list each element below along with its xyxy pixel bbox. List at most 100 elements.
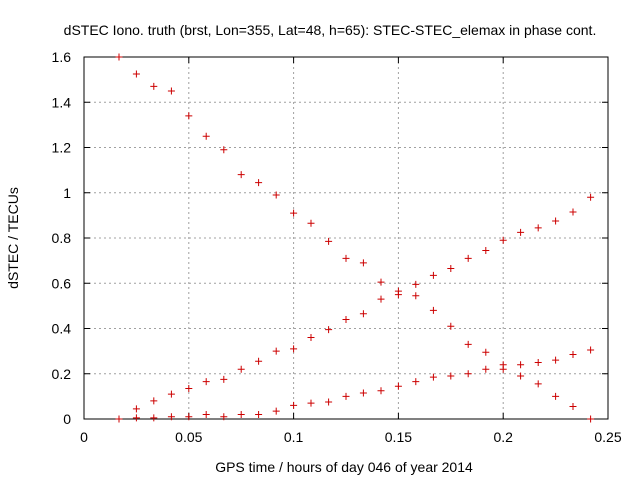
data-point-3	[359, 389, 367, 397]
data-point-1	[447, 322, 455, 330]
x-tick-label: 0.1	[284, 429, 304, 445]
data-point-1	[220, 146, 228, 154]
data-point-2	[202, 378, 210, 386]
data-point-3	[255, 410, 263, 418]
data-point-3	[499, 365, 507, 373]
y-tick-label: 0.2	[52, 366, 72, 382]
data-point-3	[534, 358, 542, 366]
data-point-2	[220, 375, 228, 383]
x-tick-label: 0.25	[594, 429, 621, 445]
y-axis: 0 0.2 0.4 0.6 0.8 1 1.2 1.4 1.6	[52, 49, 608, 427]
data-point-2	[447, 265, 455, 273]
data-point-1	[587, 415, 595, 423]
data-point-2	[377, 295, 385, 303]
data-point-2	[167, 390, 175, 398]
x-tick-label: 0	[80, 429, 88, 445]
data-point-1	[377, 278, 385, 286]
data-point-2	[237, 365, 245, 373]
data-points	[115, 53, 595, 423]
data-point-3	[167, 413, 175, 421]
y-tick-label: 0.4	[52, 321, 72, 337]
y-tick-label: 0	[63, 411, 71, 427]
data-point-3	[587, 346, 595, 354]
data-point-2	[150, 397, 158, 405]
grid	[84, 57, 608, 419]
data-point-3	[569, 351, 577, 359]
data-point-1	[272, 191, 280, 199]
data-point-2	[429, 271, 437, 279]
x-tick-label: 0.05	[175, 429, 202, 445]
data-point-2	[394, 291, 402, 299]
data-point-1	[237, 171, 245, 179]
x-tick-label: 0.2	[493, 429, 513, 445]
data-point-1	[185, 112, 193, 120]
data-point-2	[272, 347, 280, 355]
data-point-1	[290, 209, 298, 217]
y-tick-label: 1.4	[52, 94, 72, 110]
data-point-2	[307, 334, 315, 342]
x-axis: 0 0.05 0.1 0.15 0.2 0.25	[80, 57, 622, 445]
data-point-3	[132, 414, 140, 422]
data-point-3	[290, 401, 298, 409]
data-point-3	[447, 372, 455, 380]
data-point-3	[220, 413, 228, 421]
data-point-3	[272, 407, 280, 415]
data-point-1	[132, 70, 140, 78]
data-point-1	[412, 292, 420, 300]
data-point-2	[534, 224, 542, 232]
data-point-2	[552, 217, 560, 225]
data-point-1	[150, 82, 158, 90]
y-tick-label: 0.8	[52, 230, 72, 246]
data-point-2	[499, 236, 507, 244]
data-point-3	[394, 382, 402, 390]
data-point-3	[325, 398, 333, 406]
data-point-1	[359, 259, 367, 267]
data-point-3	[552, 356, 560, 364]
data-point-3	[482, 365, 490, 373]
data-point-1	[325, 237, 333, 245]
data-point-3	[115, 415, 123, 423]
data-point-3	[464, 370, 472, 378]
data-point-2	[569, 208, 577, 216]
data-point-1	[342, 254, 350, 262]
data-point-1	[167, 87, 175, 95]
data-point-3	[517, 361, 525, 369]
data-point-1	[569, 403, 577, 411]
data-point-1	[115, 53, 123, 61]
chart-title: dSTEC Iono. truth (brst, Lon=355, Lat=48…	[64, 22, 597, 38]
y-tick-label: 0.6	[52, 275, 72, 291]
data-point-3	[307, 399, 315, 407]
data-point-1	[534, 380, 542, 388]
y-axis-label: dSTEC / TECUs	[5, 187, 21, 289]
data-point-2	[587, 193, 595, 201]
data-point-2	[517, 228, 525, 236]
data-point-2	[464, 254, 472, 262]
data-point-1	[552, 392, 560, 400]
data-point-3	[412, 378, 420, 386]
data-point-2	[255, 357, 263, 365]
data-point-2	[325, 326, 333, 334]
data-point-3	[202, 410, 210, 418]
data-point-2	[342, 315, 350, 323]
x-axis-label: GPS time / hours of day 046 of year 2014	[215, 459, 473, 475]
data-point-3	[377, 387, 385, 395]
data-point-1	[464, 340, 472, 348]
data-point-2	[185, 384, 193, 392]
data-point-1	[429, 306, 437, 314]
data-point-2	[359, 310, 367, 318]
data-point-1	[482, 348, 490, 356]
data-point-3	[185, 413, 193, 421]
data-point-2	[412, 280, 420, 288]
data-point-2	[482, 246, 490, 254]
data-point-1	[255, 179, 263, 187]
x-tick-label: 0.15	[385, 429, 412, 445]
y-tick-label: 1.6	[52, 49, 72, 65]
data-point-3	[429, 373, 437, 381]
data-point-1	[202, 132, 210, 140]
data-point-2	[290, 345, 298, 353]
data-point-1	[307, 219, 315, 227]
data-point-2	[132, 405, 140, 413]
data-point-1	[517, 372, 525, 380]
y-tick-label: 1	[63, 185, 71, 201]
y-tick-label: 1.2	[52, 140, 72, 156]
